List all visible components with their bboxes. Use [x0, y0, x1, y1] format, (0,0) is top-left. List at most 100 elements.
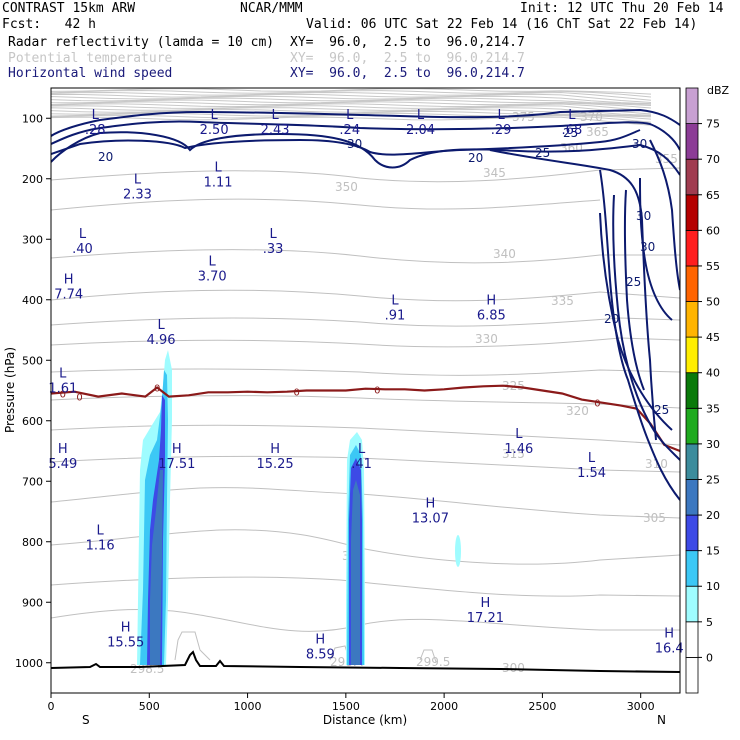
terrain-line — [51, 650, 680, 673]
wind-label: 20 — [468, 151, 483, 165]
extremum-type: L — [97, 524, 105, 539]
colorbar-swatch — [685, 336, 699, 374]
extremum-type: H — [58, 442, 68, 457]
colorbar-label: 60 — [706, 224, 720, 237]
wind-label: 30 — [632, 137, 647, 151]
x-tick-label: 1000 — [234, 700, 262, 713]
extremum-value: 7.74 — [54, 288, 83, 303]
model-title: CONTRAST 15km ARW — [2, 1, 136, 16]
theta-contour-top — [51, 95, 652, 105]
extremum-value: 15.25 — [256, 457, 293, 472]
wind-contour — [639, 177, 673, 321]
theta-label: 350 — [335, 180, 358, 194]
extrema-labels: L.28L2.50L2.43L.24L2.04L.29L.68L1.11L2.3… — [48, 108, 683, 663]
extremum-type: L — [515, 427, 523, 442]
extremum-value: .91 — [385, 309, 406, 324]
theta-contour-top — [51, 89, 652, 98]
theta-contour — [174, 631, 211, 661]
field-2-name: Potential temperature — [8, 51, 173, 66]
extremum-value: .40 — [72, 242, 93, 257]
freezing-level-label: 0 — [374, 385, 380, 396]
extremum-value: .33 — [263, 242, 284, 257]
x-tick-label: 1500 — [332, 700, 360, 713]
extremum-type: H — [425, 496, 435, 511]
colorbar-swatch — [685, 301, 699, 338]
wind-label: 20 — [98, 150, 113, 164]
colorbar-label: 25 — [706, 473, 720, 486]
theta-label: 330 — [475, 332, 498, 346]
theta-label: 320 — [566, 404, 589, 418]
y-tick-label: 900 — [22, 596, 43, 609]
colorbar-swatch — [685, 194, 699, 231]
field-2-xy: XY= 96.0, 2.5 to 96.0,214.7 — [290, 51, 525, 66]
colorbar-swatch — [685, 443, 699, 480]
theta-contour-top — [51, 97, 652, 105]
wind-contour — [51, 120, 680, 151]
y-tick-label: 300 — [22, 233, 43, 246]
field-3-xy: XY= 96.0, 2.5 to 96.0,214.7 — [290, 66, 525, 81]
theta-contour-top — [51, 88, 652, 95]
x-axis-title: Distance (km) — [323, 713, 407, 727]
extremum-type: L — [358, 442, 366, 457]
freezing-level-line — [51, 384, 680, 453]
extremum-value: .28 — [85, 123, 106, 138]
wind-contour — [51, 108, 680, 137]
colorbar-swatch — [685, 265, 699, 302]
theta-contour — [51, 289, 680, 302]
extremum-value: .68 — [562, 123, 583, 138]
theta-top-band — [51, 88, 652, 126]
theta-contour-top — [51, 101, 652, 109]
extremum-value: 2.33 — [123, 188, 152, 203]
y-tick-label: 700 — [22, 475, 43, 488]
valid-time: Valid: 06 UTC Sat 22 Feb 14 (16 ChT Sat … — [306, 17, 698, 32]
theta-label: 370 — [580, 110, 603, 124]
theta-label: 300 — [502, 661, 525, 675]
extremum-type: L — [211, 108, 219, 123]
extremum-type: H — [270, 442, 280, 457]
x-tick-label: 3000 — [627, 700, 655, 713]
freezing-level-label: 0 — [76, 393, 82, 404]
theta-contour-top — [51, 99, 652, 106]
extremum-value: .41 — [351, 457, 372, 472]
freezing-level-label: 0 — [154, 383, 160, 394]
reflectivity-cell-east — [455, 535, 461, 567]
extremum-value: 17.51 — [158, 457, 195, 472]
colorbar-label: 0 — [706, 651, 713, 664]
theta-contour — [51, 424, 680, 446]
extremum-value: 13.07 — [412, 511, 449, 526]
extremum-type: L — [157, 318, 165, 333]
theta-label: 305 — [643, 511, 666, 525]
theta-contour — [51, 368, 680, 376]
colorbar: 0 5 10 15 20 25 30 35 40 45 50 55 60 65 70 75 — [685, 87, 720, 694]
colorbar-swatch — [685, 123, 699, 160]
y-tick-label: 200 — [22, 173, 43, 186]
extremum-value: 3.70 — [198, 269, 227, 284]
extremum-type: L — [391, 294, 399, 309]
wind-contour — [623, 189, 645, 391]
theta-contour-top — [51, 105, 652, 115]
extremum-type: L — [134, 173, 142, 188]
wind-label: 30 — [347, 137, 362, 151]
x-axis: 0 500 1000 1500 2000 2500 3000 — [48, 693, 655, 713]
forecast-hour: Fcst: 42 h — [2, 17, 96, 32]
extremum-type: L — [498, 108, 506, 123]
extremum-type: L — [346, 108, 354, 123]
colorbar-label: 45 — [706, 331, 720, 344]
freezing-level-labels: 0 00 0 00 — [60, 383, 601, 409]
extremum-type: H — [121, 620, 131, 635]
wind-label-group: 20 25 30 30 25 20 30 25 20 25 30 — [98, 126, 669, 417]
colorbar-label: 10 — [706, 580, 720, 593]
colorbar-swatch — [685, 550, 699, 587]
wind-contour — [51, 129, 641, 156]
y-tick-label: 500 — [22, 354, 43, 367]
extremum-value: .24 — [339, 123, 360, 138]
colorbar-swatch — [685, 657, 699, 694]
theta-label: 335 — [551, 294, 574, 308]
colorbar-label: 5 — [706, 616, 713, 629]
y-tick-label: 100 — [22, 112, 43, 125]
theta-contour-top — [51, 116, 652, 126]
extremum-type: L — [271, 108, 279, 123]
theta-contour — [51, 608, 680, 632]
wind-contour — [599, 169, 680, 501]
extremum-value: 8.59 — [306, 648, 335, 663]
